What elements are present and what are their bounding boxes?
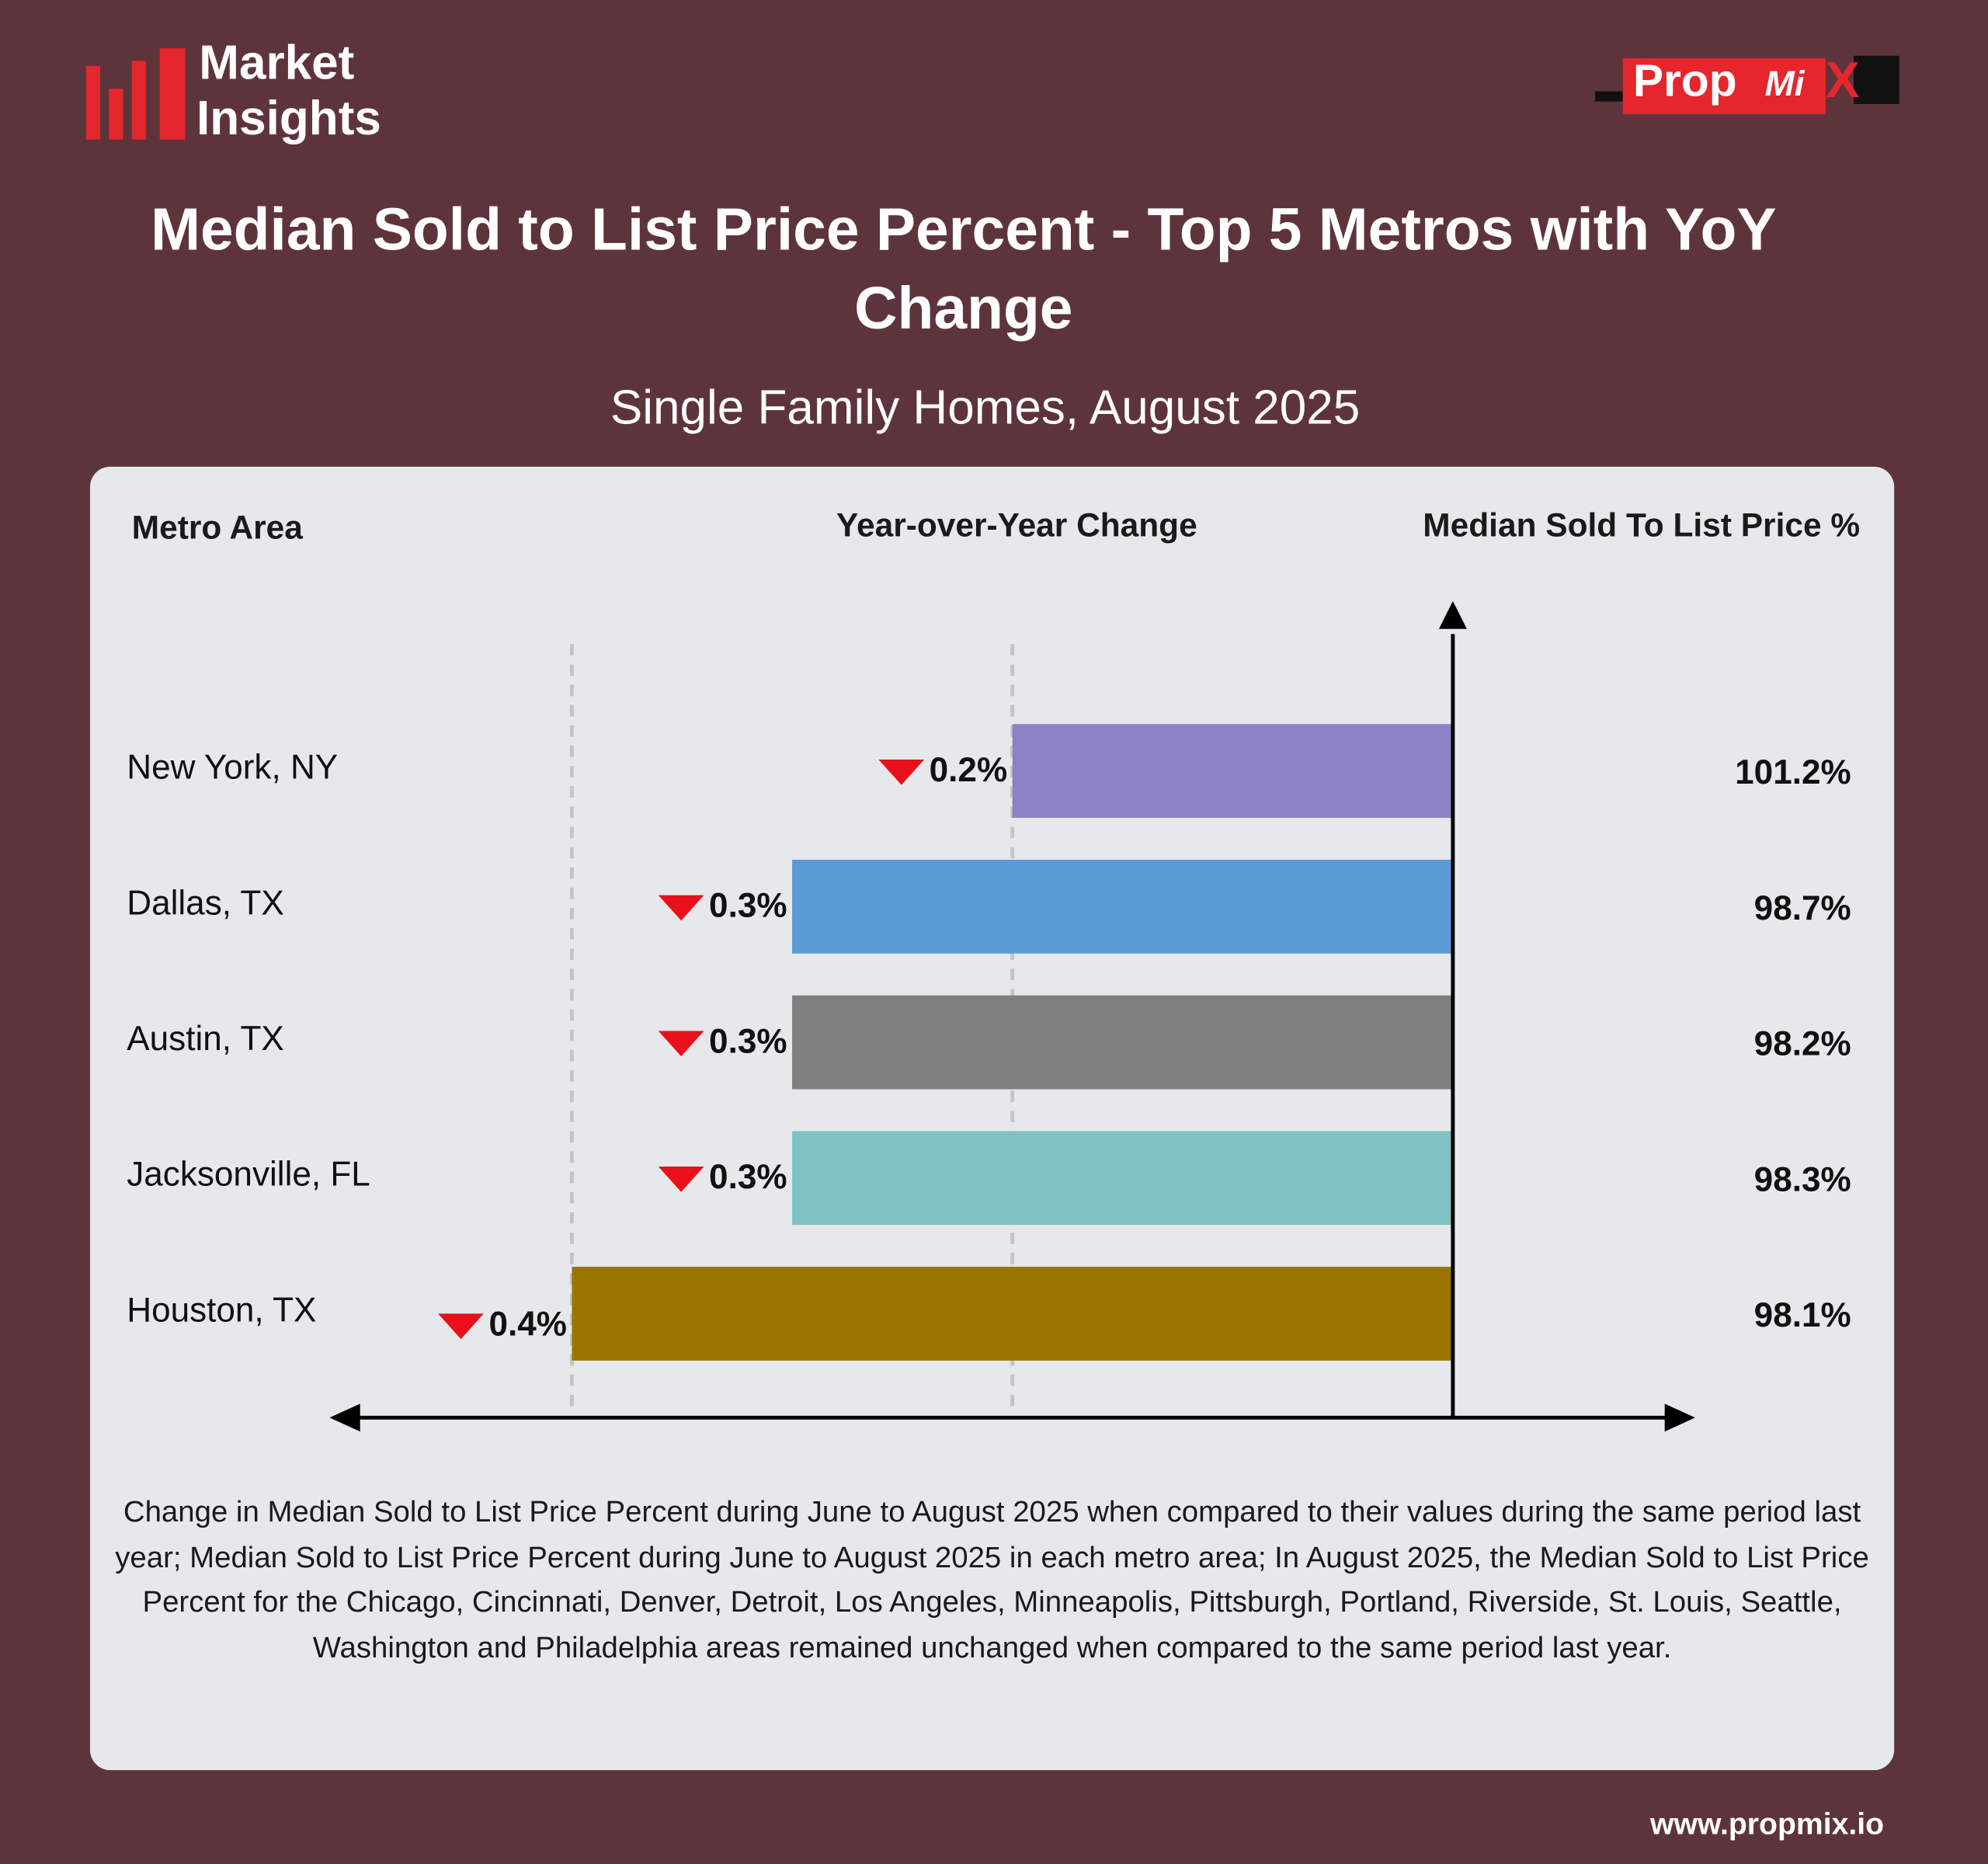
value-label: 0.3%	[709, 1158, 787, 1196]
footnote-box: Change in Median Sold to List Price Perc…	[115, 1494, 1869, 1664]
column-header: Median Sold To List Price %	[1423, 506, 1860, 543]
footnote: Change in Median Sold to List Price Perc…	[115, 1494, 1869, 1664]
bar	[792, 995, 1453, 1090]
category-label: New York, NY	[127, 749, 338, 787]
median-label: 98.3%	[1754, 1160, 1851, 1198]
logo-text: Market	[199, 36, 354, 89]
axis-arrow	[1438, 600, 1467, 629]
brand-text: Prop	[1633, 55, 1737, 106]
bar	[792, 859, 1453, 954]
bar	[572, 1267, 1453, 1361]
median-label: 98.1%	[1754, 1296, 1851, 1334]
website: www.propmix.io	[1649, 1807, 1884, 1841]
category-label: Dallas, TX	[127, 884, 284, 922]
axis-arrow	[329, 1403, 360, 1432]
median-label: 98.7%	[1754, 889, 1851, 927]
value-label: 0.2%	[930, 751, 1007, 789]
category-label: Austin, TX	[127, 1020, 284, 1058]
value-label: 0.3%	[709, 1022, 787, 1060]
brand-logo: Prop Mi X	[1594, 51, 1899, 114]
logo-icon	[86, 48, 186, 140]
down-arrow	[878, 759, 925, 785]
down-arrow	[658, 1031, 704, 1056]
chart-title: Median Sold to List Price Percent - Top …	[151, 195, 1777, 342]
category-label: Houston, TX	[127, 1291, 316, 1329]
axis-arrow	[1664, 1403, 1695, 1432]
bar	[792, 1131, 1453, 1226]
down-arrow	[658, 1167, 704, 1192]
value-label: 0.4%	[488, 1305, 566, 1343]
down-arrow	[658, 895, 704, 921]
brand-text: Mi	[1765, 64, 1806, 103]
bar	[1012, 724, 1453, 819]
median-label: 98.2%	[1754, 1025, 1851, 1063]
column-header: Year-over-Year Change	[836, 506, 1197, 543]
logo-text: Insights	[196, 92, 381, 145]
median-label: 101.2%	[1735, 753, 1851, 791]
category-label: Jacksonville, FL	[127, 1156, 370, 1194]
value-label: 0.3%	[709, 887, 787, 925]
column-header: Metro Area	[132, 509, 304, 546]
chart-title-box: Median Sold to List Price Percent - Top …	[151, 195, 1777, 342]
down-arrow	[438, 1313, 484, 1340]
chart-subtitle: Single Family Homes, August 2025	[610, 381, 1360, 434]
brand-text: X	[1826, 51, 1860, 108]
